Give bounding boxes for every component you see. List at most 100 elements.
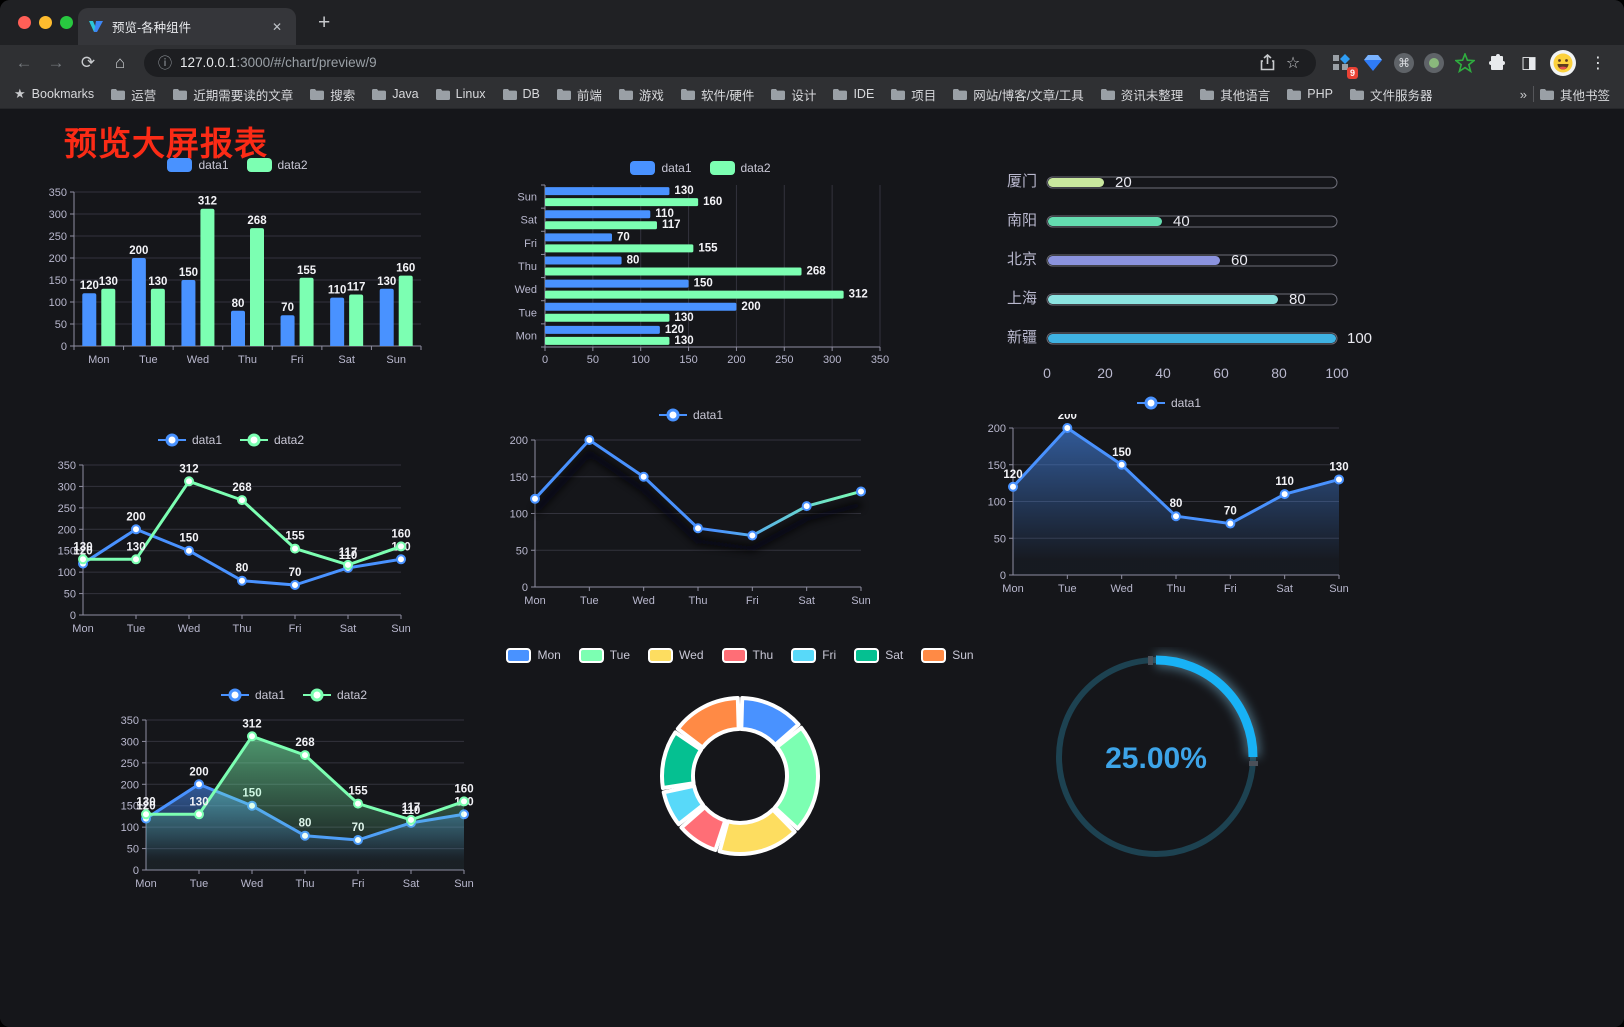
legend-item-Wed[interactable]: Wed xyxy=(648,647,704,663)
home-icon[interactable]: ⌂ xyxy=(114,52,126,72)
chart-canvas[interactable]: 0 50 100 150 200 Mon Tue Wed Thu Fri Sat Sun 120 200 1… xyxy=(983,410,1355,607)
extensions-puzzle-icon[interactable] xyxy=(1486,52,1508,74)
extension-record-icon[interactable] xyxy=(1424,52,1444,73)
chart-canvas[interactable]: 0 50 100 150 200 250 300 350 Mon Tue Wed Thu Fri Sat S… xyxy=(108,706,480,902)
chart-line-area-two[interactable]: data1 data2 0 50 100 150 200 250 300 350 Mon Tue Wed… xyxy=(108,684,480,902)
bookmark-star-icon[interactable]: ☆ xyxy=(1285,54,1301,72)
legend-item-data2[interactable]: data2 xyxy=(303,688,367,702)
extension-gem-icon[interactable] xyxy=(1362,52,1384,74)
extension-grid-icon[interactable]: 9 xyxy=(1330,52,1358,79)
url-path: :3000/#/chart/preview/9 xyxy=(236,55,377,70)
bookmarks-bar: ★ Bookmarks 运营 近期需要读的文章 搜索 Java Linux DB 前端 游戏 软… xyxy=(0,80,1624,109)
chart-canvas[interactable]: 0 50 100 150 200 250 300 350 Mon Tue Wed Thu Fri Sat S… xyxy=(45,451,417,647)
bookmark-folder[interactable]: 前端 xyxy=(556,85,602,104)
svg-text:厦门: 厦门 xyxy=(1007,173,1037,190)
svg-text:130: 130 xyxy=(377,276,396,288)
svg-text:120: 120 xyxy=(80,280,99,292)
svg-text:50: 50 xyxy=(516,545,528,557)
chart-bar-horizontal[interactable]: data1 data2 0 50 100 150 200 250 300 350 Sun 130 160… xyxy=(503,157,898,375)
chart-line-gradient[interactable]: data1 0 50 100 150 200 Mon Tue Wed Thu Fri Sat Sun xyxy=(505,404,877,619)
other-bookmarks-folder[interactable]: 其他书签 xyxy=(1539,85,1610,104)
bookmark-folder[interactable]: 游戏 xyxy=(618,85,664,104)
legend-item-Thu[interactable]: Thu xyxy=(721,647,773,663)
legend-label: data1 xyxy=(661,161,692,175)
svg-text:Sun: Sun xyxy=(851,595,871,607)
bookmark-folder[interactable]: 网站/博客/文章/工具 xyxy=(953,85,1084,104)
bookmark-folder-label: Java xyxy=(392,87,419,101)
chart-line-area[interactable]: data1 0 50 100 150 200 Mon Tue Wed Thu Fri Sat Sun 12… xyxy=(983,392,1355,607)
back-icon[interactable]: ← xyxy=(15,52,33,72)
legend-item-Mon[interactable]: Mon xyxy=(506,647,561,663)
bookmarks-overflow-chevron[interactable]: » xyxy=(1519,86,1527,102)
site-info-icon[interactable]: ⓘ xyxy=(158,54,172,71)
browser-menu-icon[interactable]: ⋮ xyxy=(1590,54,1606,72)
bookmark-folder[interactable]: Java xyxy=(372,85,419,104)
chart-canvas[interactable]: 0 50 100 150 200 250 300 350 Mon Tue Wed Thu Fri Sat S… xyxy=(40,176,435,376)
share-icon[interactable] xyxy=(1254,50,1280,76)
chart-line-two-series[interactable]: data1 data2 0 50 100 150 200 250 300 350 Mon Tue Wed… xyxy=(45,429,417,647)
legend-item-data1[interactable]: data1 xyxy=(658,408,723,422)
new-tab-button[interactable]: + xyxy=(318,11,331,34)
bookmark-folder[interactable]: 设计 xyxy=(771,85,816,104)
extension-command-icon[interactable]: ⌘ xyxy=(1394,52,1414,73)
legend-item-data1[interactable]: data1 xyxy=(167,158,229,172)
reload-icon[interactable]: ⟳ xyxy=(80,52,96,72)
bookmark-folder[interactable]: 搜索 xyxy=(310,85,355,104)
legend-item-data2[interactable]: data2 xyxy=(240,433,304,447)
bookmark-folder[interactable]: PHP xyxy=(1287,85,1333,104)
legend-item-data1[interactable]: data1 xyxy=(630,161,692,175)
svg-text:150: 150 xyxy=(694,278,713,290)
chart-donut[interactable]: Mon Tue Wed Thu Fri Sat Sun xyxy=(506,644,974,876)
traffic-light-minimize[interactable] xyxy=(39,16,52,29)
bookmark-folder[interactable]: 项目 xyxy=(891,85,936,104)
legend-item-Sun[interactable]: Sun xyxy=(921,647,974,663)
legend-label: Sun xyxy=(952,648,974,662)
chart-bar-vertical[interactable]: data1 data2 0 50 100 150 200 250 300 350 Mon Tue Wed… xyxy=(40,154,435,376)
bookmark-folder[interactable]: IDE xyxy=(833,85,874,104)
svg-text:200: 200 xyxy=(121,779,139,791)
legend-label: Sat xyxy=(885,648,904,662)
extension-green-star-icon[interactable] xyxy=(1454,52,1476,74)
bookmark-folder[interactable]: 资讯未整理 xyxy=(1100,85,1183,104)
svg-text:Wed: Wed xyxy=(515,284,537,296)
legend-item-Fri[interactable]: Fri xyxy=(791,647,836,663)
tab-close-icon[interactable]: ✕ xyxy=(271,19,282,34)
browser-tab[interactable]: 预览-各种组件 ✕ xyxy=(78,8,296,45)
legend-item-data1[interactable]: data1 xyxy=(220,688,285,702)
bookmark-folder[interactable]: 其他语言 xyxy=(1200,85,1270,104)
legend-item-data2[interactable]: data2 xyxy=(246,158,308,172)
chart-canvas[interactable] xyxy=(540,666,940,876)
sidebar-toggle-icon[interactable]: ◨ xyxy=(1520,52,1538,72)
profile-avatar[interactable] xyxy=(1550,49,1576,76)
svg-text:110: 110 xyxy=(328,285,347,297)
chart-progress-list[interactable]: 厦门 20 南阳 40 北京 60 上海 80 新疆 100 0 20 40 60 80 100 xyxy=(985,159,1385,397)
bookmark-folder[interactable]: 文件服务器 xyxy=(1349,85,1432,104)
chart-canvas[interactable]: 0 50 100 150 200 Mon Tue Wed Thu Fri Sat Sun xyxy=(505,426,877,619)
traffic-light-maximize[interactable] xyxy=(60,16,73,29)
bookmarks-root[interactable]: ★ Bookmarks xyxy=(14,86,94,102)
legend-item-data1[interactable]: data1 xyxy=(157,433,222,447)
chart-gauge[interactable]: 25.00% xyxy=(1035,647,1280,875)
legend-item-Tue[interactable]: Tue xyxy=(578,647,630,663)
chart-legend: data1 xyxy=(983,392,1355,414)
svg-text:120: 120 xyxy=(73,546,92,558)
legend-item-data2[interactable]: data2 xyxy=(709,161,771,175)
svg-text:155: 155 xyxy=(698,242,718,254)
bookmark-folder[interactable]: 近期需要读的文章 xyxy=(173,85,293,104)
bookmark-folder-label: 搜索 xyxy=(330,88,356,103)
folder-icon xyxy=(310,88,325,100)
bookmark-folder[interactable]: DB xyxy=(502,85,540,104)
forward-icon[interactable]: → xyxy=(47,52,65,72)
chart-canvas[interactable]: 25.00% xyxy=(1035,647,1280,875)
legend-item-Sat[interactable]: Sat xyxy=(854,647,904,663)
svg-text:Mon: Mon xyxy=(88,354,109,366)
folder-icon xyxy=(833,88,848,100)
chart-canvas[interactable]: 厦门 20 南阳 40 北京 60 上海 80 新疆 100 0 20 40 60 80 100 xyxy=(985,159,1385,397)
address-bar[interactable]: ⓘ 127.0.0.1:3000/#/chart/preview/9 ☆ xyxy=(144,48,1316,77)
bookmark-folder[interactable]: Linux xyxy=(435,85,486,104)
traffic-light-close[interactable] xyxy=(18,16,31,29)
bookmark-folder[interactable]: 软件/硬件 xyxy=(680,85,754,104)
bookmark-folder[interactable]: 运营 xyxy=(111,85,156,104)
legend-item-data1[interactable]: data1 xyxy=(1136,396,1201,410)
